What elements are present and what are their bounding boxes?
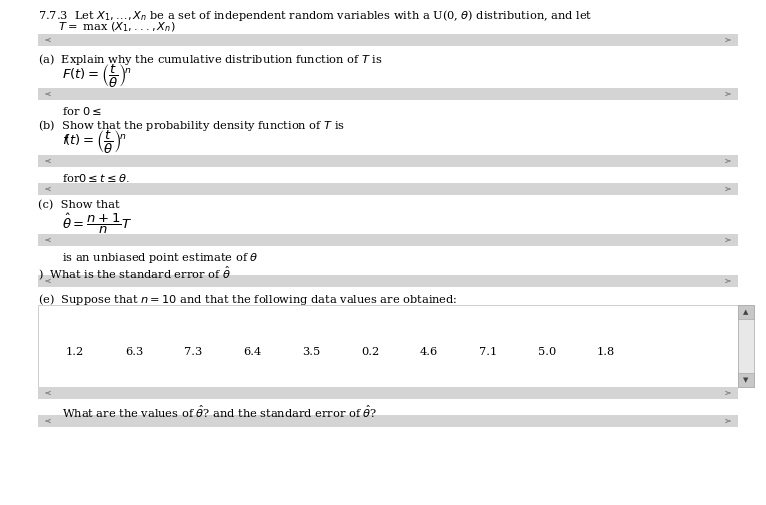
Text: for $0 \leq$: for $0 \leq$ [62,105,102,117]
Text: 7.3: 7.3 [184,347,202,357]
Text: 7.7.3  Let $X_1, \ldots, X_n$ be a set of independent random variables with a U(: 7.7.3 Let $X_1, \ldots, X_n$ be a set of… [38,8,592,23]
Text: 7.1: 7.1 [479,347,497,357]
Text: for$0 \leq t \leq \theta.$: for$0 \leq t \leq \theta.$ [62,172,129,184]
Text: 3.5: 3.5 [302,347,320,357]
Bar [38,305,738,387]
Text: ▼: ▼ [743,377,748,383]
Bar [38,88,738,100]
Text: $T =$ max $(X_1,...,X_n)$: $T =$ max $(X_1,...,X_n)$ [58,20,175,34]
Bar [38,275,738,287]
Bar [738,373,754,387]
Text: )  What is the standard error of $\hat{\theta}$: ) What is the standard error of $\hat{\t… [38,264,231,282]
Text: $F(t) = \left(\dfrac{t}{\theta}\right)^{\!n}$: $F(t) = \left(\dfrac{t}{\theta}\right)^{… [62,63,132,90]
Text: (b)  Show that the probability density function of $T$ is: (b) Show that the probability density fu… [38,118,345,133]
Bar [38,387,738,399]
Bar [738,305,754,387]
Bar [738,305,754,319]
Text: 6.3: 6.3 [125,347,143,357]
Text: 0.2: 0.2 [361,347,379,357]
Bar [38,183,738,195]
Text: $\hat{\theta} = \dfrac{n+1}{n}T$: $\hat{\theta} = \dfrac{n+1}{n}T$ [62,211,132,236]
Text: 4.6: 4.6 [420,347,438,357]
Text: ▲: ▲ [743,309,748,315]
Text: 6.4: 6.4 [243,347,261,357]
Text: 1.8: 1.8 [597,347,615,357]
Bar [38,34,738,46]
Bar [38,234,738,246]
Bar [38,415,738,427]
Text: (e)  Suppose that $n = 10$ and that the following data values are obtained:: (e) Suppose that $n = 10$ and that the f… [38,292,457,307]
Text: 1.2: 1.2 [66,347,84,357]
Bar [38,155,738,167]
Text: is an unbiased point estimate of $\theta$: is an unbiased point estimate of $\theta… [62,251,259,265]
Text: What are the values of $\hat{\theta}$? and the standard error of $\hat{\theta}$?: What are the values of $\hat{\theta}$? a… [62,404,378,421]
Text: 5.0: 5.0 [538,347,556,357]
Text: (a)  Explain why the cumulative distribution function of $T$ is: (a) Explain why the cumulative distribut… [38,52,383,67]
Text: $f\!\left(t\right) = \left(\dfrac{t}{\theta}\right)^{\!n}$: $f\!\left(t\right) = \left(\dfrac{t}{\th… [62,129,126,156]
Text: (c)  Show that: (c) Show that [38,200,119,210]
